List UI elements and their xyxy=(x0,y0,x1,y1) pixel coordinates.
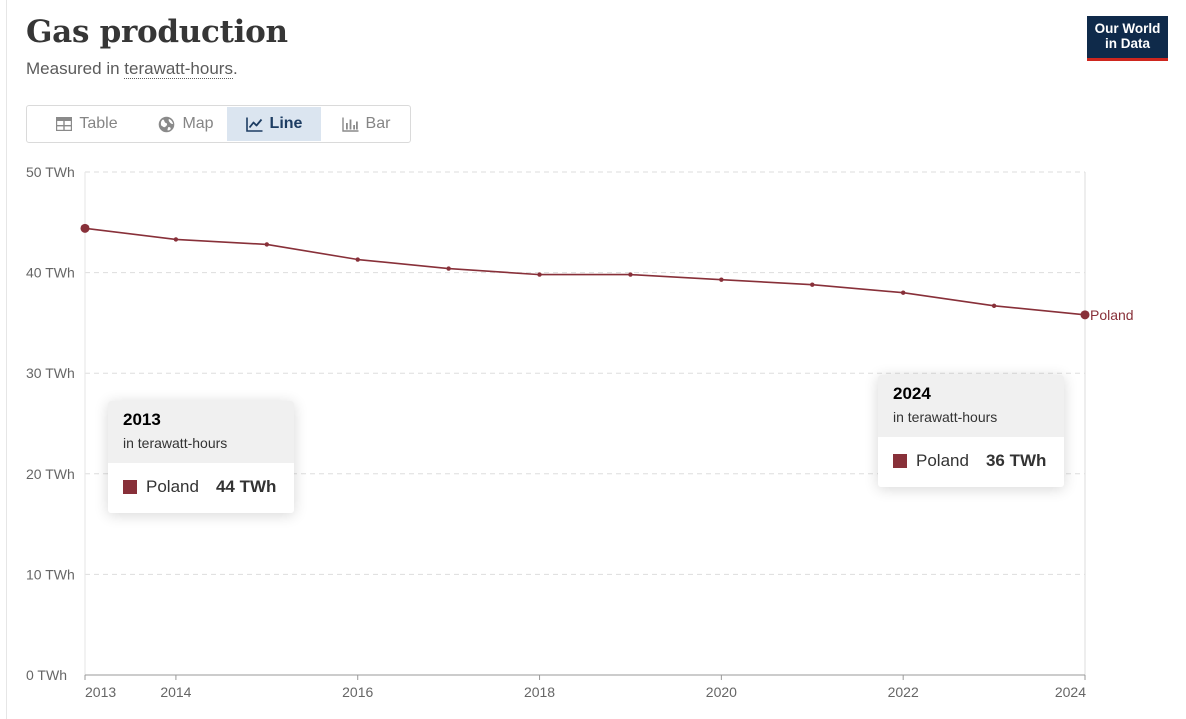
tab-table[interactable]: Table xyxy=(28,107,146,141)
series-end-label: Poland xyxy=(1090,307,1134,323)
chart-title: Gas production xyxy=(26,14,288,50)
tooltip-end-entity: Poland xyxy=(916,451,969,470)
x-tick-label: 2016 xyxy=(342,684,373,700)
tooltip-start-value: 44 TWh xyxy=(215,477,277,496)
series-layer: Poland xyxy=(80,223,1134,323)
line-chart-icon xyxy=(245,117,263,132)
unit-link[interactable]: terawatt-hours xyxy=(124,59,233,79)
logo-line-2: in Data xyxy=(1104,36,1150,51)
x-tick-label: 2024 xyxy=(1055,684,1086,700)
tooltip-end-swatch xyxy=(893,454,907,468)
tooltip-start: 2013 in terawatt-hours Poland 44 TWh xyxy=(108,401,294,513)
tab-map-label: Map xyxy=(182,115,214,132)
data-point xyxy=(719,277,724,282)
data-point xyxy=(264,242,270,247)
data-point xyxy=(810,282,815,287)
tab-bar[interactable]: Bar xyxy=(322,107,410,141)
tooltip-end-year: 2024 xyxy=(893,384,931,403)
y-tick-label: 10 TWh xyxy=(26,566,75,582)
tooltip-end: 2024 in terawatt-hours Poland 36 TWh xyxy=(878,375,1064,487)
data-point xyxy=(628,272,633,277)
tooltip-end-unit: in terawatt-hours xyxy=(893,409,998,425)
tooltip-start-header: 2013 in terawatt-hours xyxy=(108,401,294,463)
data-point xyxy=(1080,310,1090,320)
tooltip-end-row: Poland 36 TWh xyxy=(878,437,1064,487)
tooltip-start-swatch xyxy=(123,480,137,494)
x-tick-label: 2018 xyxy=(524,684,555,700)
tooltip-start-row: Poland 44 TWh xyxy=(108,463,294,513)
x-tick-label: 2022 xyxy=(888,684,919,700)
table-icon xyxy=(56,117,73,131)
data-point xyxy=(537,272,542,277)
chart-subtitle: Measured in terawatt-hours. xyxy=(26,59,238,79)
tab-line-label: Line xyxy=(269,115,303,132)
x-tick-label: 2013 xyxy=(85,684,116,700)
bar-chart-icon xyxy=(341,117,359,132)
y-tick-label: 50 TWh xyxy=(26,164,75,180)
data-point xyxy=(80,223,90,233)
subtitle-prefix: Measured in xyxy=(26,59,125,78)
data-point xyxy=(446,266,451,271)
tooltip-start-entity: Poland xyxy=(146,477,199,496)
tooltip-end-header: 2024 in terawatt-hours xyxy=(878,375,1064,437)
tab-map[interactable]: Map xyxy=(146,107,226,141)
subtitle-suffix: . xyxy=(232,59,238,78)
data-point xyxy=(900,290,906,295)
y-tick-label: 0 TWh xyxy=(26,667,67,683)
data-point xyxy=(991,303,997,308)
y-tick-label: 30 TWh xyxy=(26,365,75,381)
chart-view-tabs: Table Map Line Bar xyxy=(26,105,411,143)
data-point xyxy=(173,237,179,242)
series-line-poland xyxy=(84,227,1086,316)
tooltip-end-value: 36 TWh xyxy=(985,451,1047,470)
y-tick-label: 20 TWh xyxy=(26,466,75,482)
frame-border xyxy=(6,0,7,719)
owid-logo[interactable]: Our World in Data xyxy=(1087,16,1168,61)
y-tick-label: 40 TWh xyxy=(26,265,75,281)
tab-bar-label: Bar xyxy=(365,115,391,132)
x-tick-label: 2020 xyxy=(706,684,737,700)
tab-table-label: Table xyxy=(79,115,118,132)
tooltip-start-year: 2013 xyxy=(123,410,161,429)
globe-icon xyxy=(159,116,175,132)
logo-line-1: Our World xyxy=(1094,21,1161,36)
data-point xyxy=(355,257,360,262)
tooltip-start-unit: in terawatt-hours xyxy=(123,435,228,451)
x-tick-label: 2014 xyxy=(160,684,191,700)
tab-line[interactable]: Line xyxy=(227,107,321,141)
